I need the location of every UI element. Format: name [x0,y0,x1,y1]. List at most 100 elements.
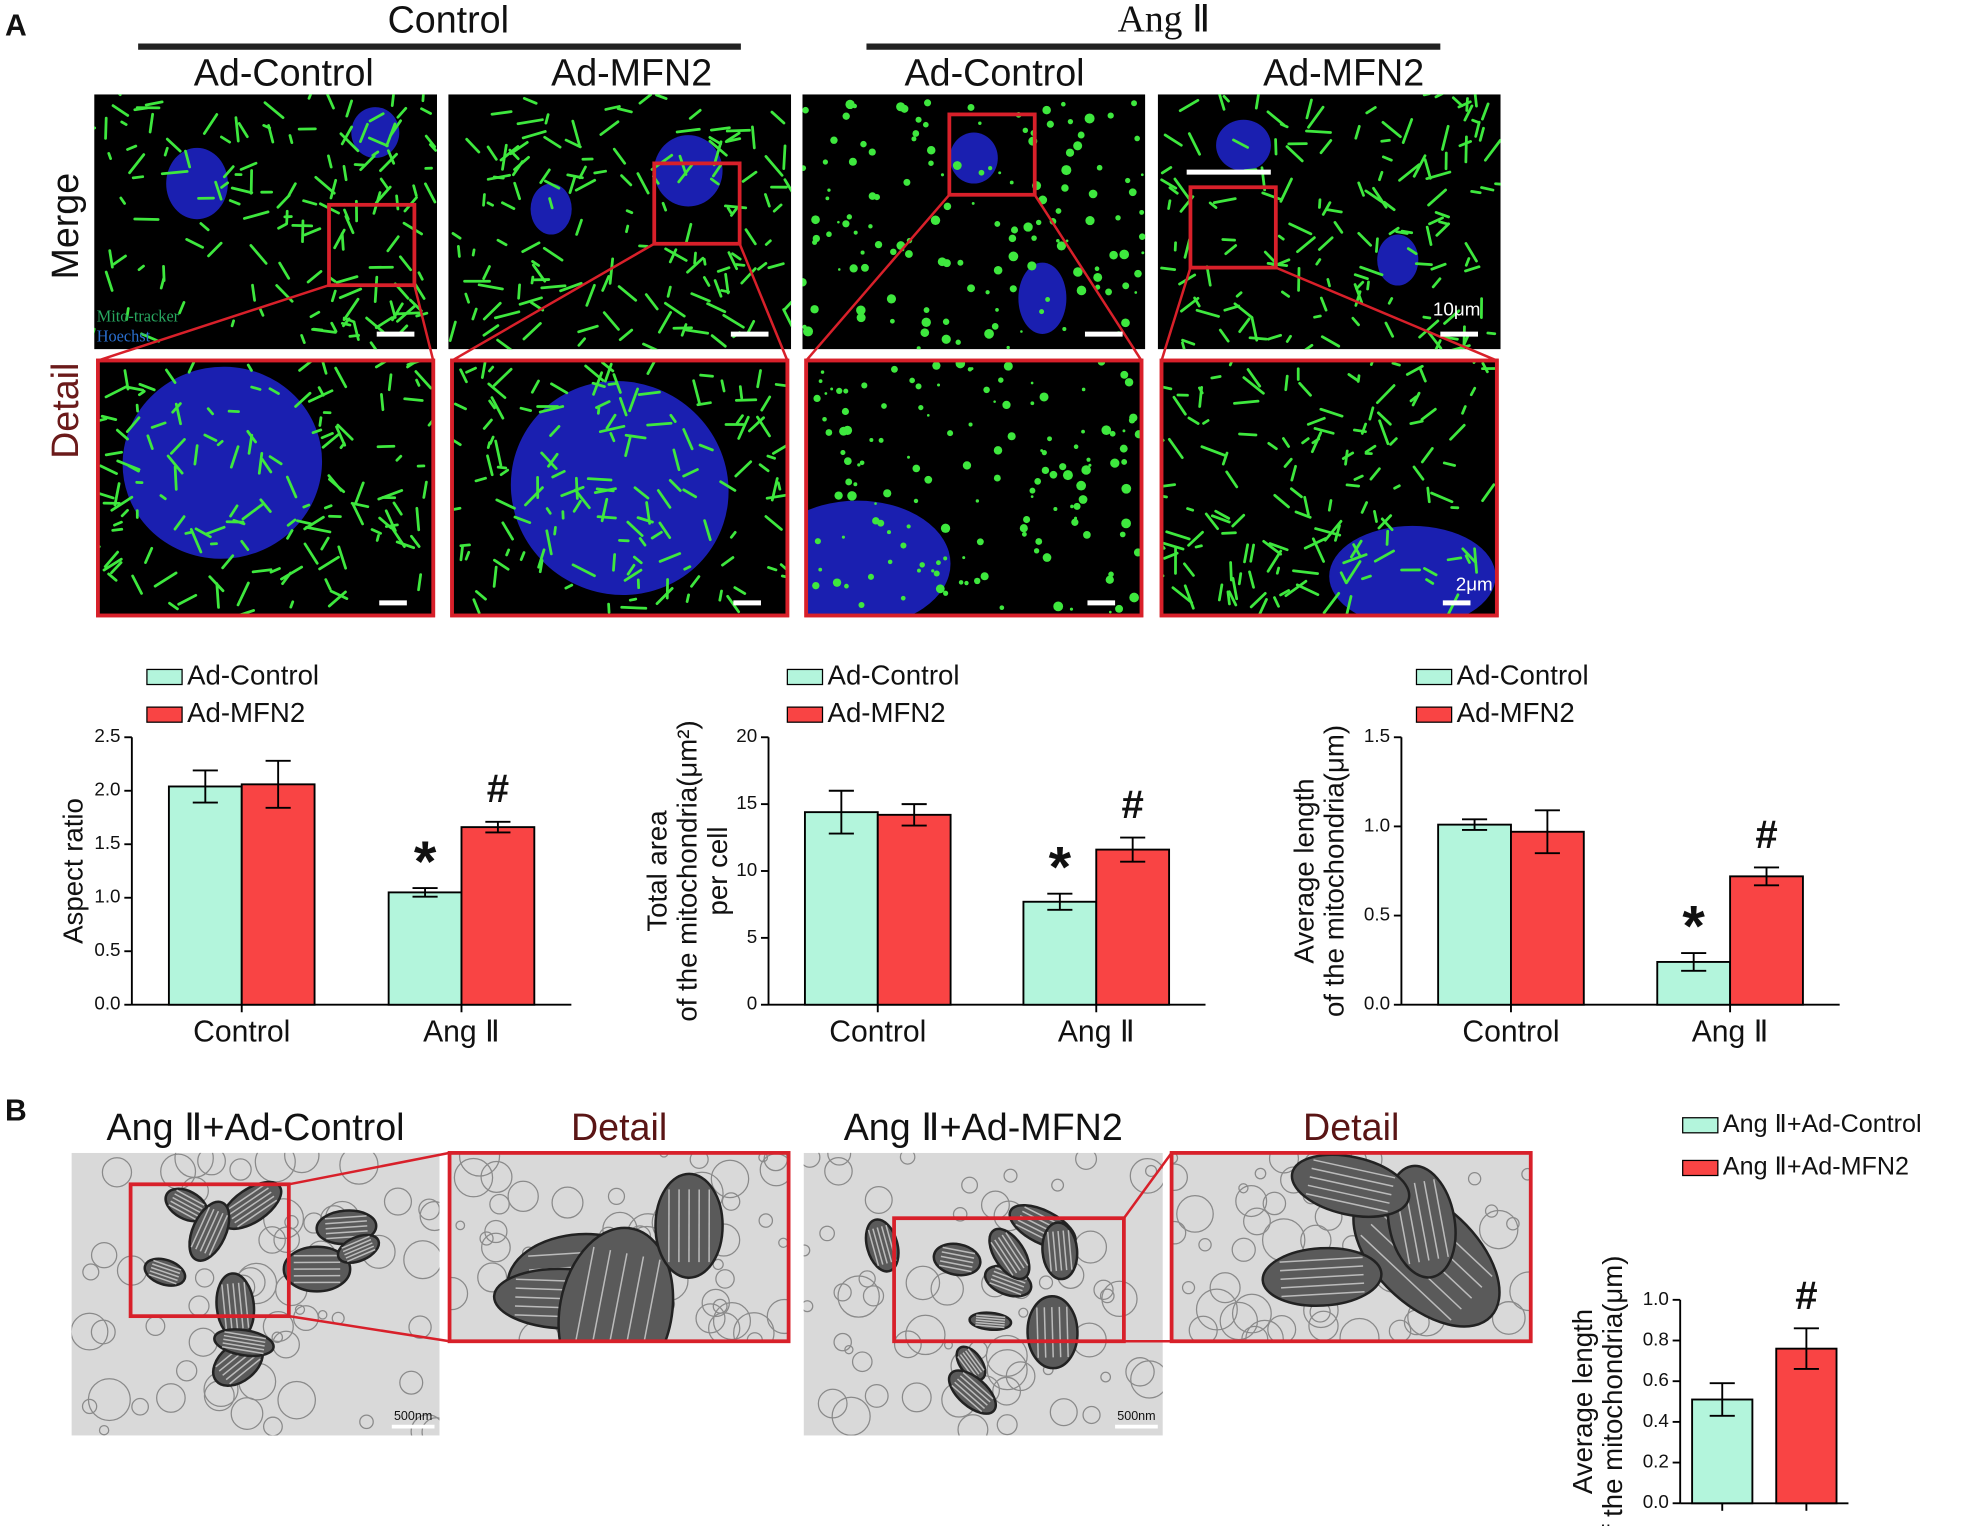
mito [571,563,596,578]
error-bar [485,820,511,834]
crista [1043,1307,1047,1358]
mito [99,492,115,500]
crista [1281,1291,1365,1298]
mito [1275,566,1281,575]
mito [724,272,730,295]
mito [995,308,999,312]
mito [1349,539,1363,559]
crista [997,1237,1021,1271]
vesicle [410,1414,440,1436]
mito [1480,186,1495,192]
mito [1031,235,1037,241]
column-title: Ad-Control [194,51,374,93]
mito [307,389,334,403]
mito [1227,590,1238,607]
mito [150,421,167,429]
y-tick-label: 0.4 [1643,1410,1669,1431]
mito [285,475,298,499]
mito [1221,238,1236,242]
mito [680,323,688,337]
y-tick-label: 0.0 [1364,993,1390,1014]
mito [843,388,849,394]
mito [1250,316,1259,342]
mito [354,481,365,506]
mito [194,527,212,539]
vesicle [339,1152,379,1185]
mito [1303,495,1310,517]
mito [716,266,731,273]
mito [1007,432,1016,441]
mito [729,530,737,539]
mito [770,110,786,125]
mito [369,341,378,350]
mito [726,206,733,215]
mito [1214,509,1231,520]
mito [549,425,561,437]
mito [577,337,586,347]
mito [842,112,850,120]
mito [1357,231,1373,247]
mito [1409,419,1424,425]
error-bar [1681,952,1707,972]
crista [223,1338,265,1347]
mito [173,515,186,531]
mito [685,593,690,603]
mito [1464,554,1471,564]
vesicle [284,1214,299,1230]
mito [540,451,558,470]
mito [887,559,893,565]
mito [390,94,395,108]
mito [464,550,471,561]
mito [538,559,544,574]
mito [104,384,129,399]
mito [616,107,633,114]
mito [574,178,597,192]
mito [1027,261,1037,271]
mito [1073,444,1079,450]
mito [1167,437,1184,459]
crista [941,1251,975,1259]
mito [1463,104,1474,122]
mito [521,130,547,140]
crista [994,1239,1018,1274]
mito [490,110,513,116]
mito [1355,280,1365,291]
image-content [99,361,432,615]
mito [1134,430,1141,439]
vesicle [1243,1207,1271,1236]
mito [1088,189,1098,199]
mito [1059,463,1067,471]
mito [519,551,526,562]
mito [756,415,771,438]
mito [286,518,297,527]
mito [832,578,842,587]
crista [153,1259,182,1271]
mito [1056,238,1060,243]
bar [1437,823,1512,1006]
mito [1237,572,1243,586]
mito [1284,374,1289,392]
y-axis-label: of the mitochondria(μm) [1597,1255,1628,1526]
mito [1009,285,1017,293]
crista [237,1282,244,1329]
mito [1249,591,1267,609]
mito [330,289,337,303]
mito [935,560,941,566]
mito [242,210,270,220]
mito [666,285,672,298]
y-tick-label: 1.0 [94,886,120,907]
mito [208,575,225,593]
mito [943,556,948,561]
crista [1423,1180,1440,1259]
mito [128,153,146,175]
mito [1187,530,1204,547]
mito [721,556,735,567]
x-tick-label: Control [829,1016,926,1049]
bar [1022,900,1098,1006]
mito [465,366,477,374]
mito [577,324,599,334]
vesicle [862,1285,885,1307]
crista [951,1384,983,1413]
mito [1171,586,1194,604]
vesicle [824,1156,853,1186]
